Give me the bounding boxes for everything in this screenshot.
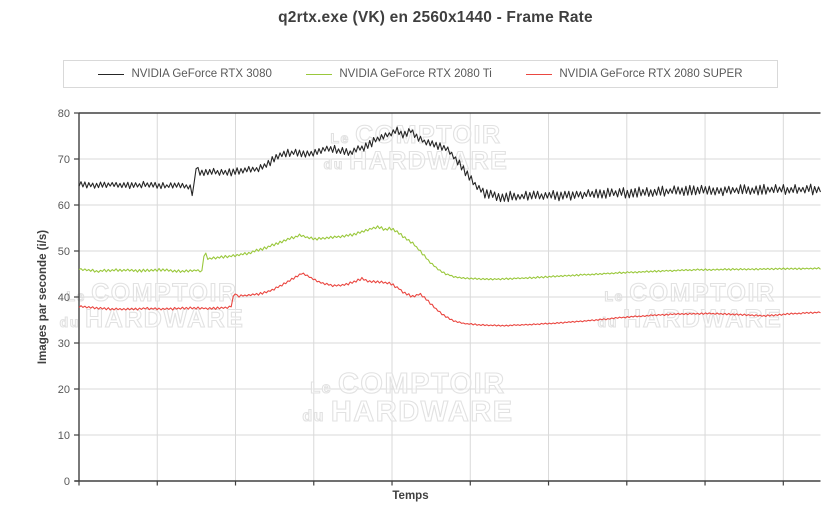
legend-line-swatch-rtx-2080super <box>526 73 553 75</box>
y-tick-label: 30 <box>58 338 70 350</box>
legend-label-rtx-2080ti: NVIDIA GeForce RTX 2080 Ti <box>339 68 492 80</box>
series-line-nvidia-geforce-rtx-2080-ti <box>78 225 821 281</box>
legend: NVIDIA GeForce RTX 3080 NVIDIA GeForce R… <box>63 60 778 88</box>
watermark-text: Le COMPTOIR <box>67 279 238 307</box>
watermark-text: Le COMPTOIR <box>331 121 502 149</box>
legend-item-rtx-2080super: NVIDIA GeForce RTX 2080 SUPER <box>526 68 743 80</box>
watermark-text: du HARDWARE <box>324 147 509 175</box>
chart-title: q2rtx.exe (VK) en 2560x1440 - Frame Rate <box>278 9 593 26</box>
legend-label-rtx-3080: NVIDIA GeForce RTX 3080 <box>131 68 272 80</box>
y-tick-label: 80 <box>58 108 70 120</box>
y-tick-label: 10 <box>58 430 70 442</box>
watermark-text: du HARDWARE <box>60 305 245 333</box>
y-tick-label: 70 <box>58 154 70 166</box>
watermark-text: du HARDWARE <box>302 396 513 428</box>
legend-line-swatch-rtx-3080 <box>98 73 125 75</box>
watermark-text: Le COMPTOIR <box>605 279 776 307</box>
legend-line-swatch-rtx-2080ti <box>306 73 333 75</box>
legend-item-rtx-3080: NVIDIA GeForce RTX 3080 <box>98 68 272 80</box>
y-tick-label: 0 <box>64 476 70 488</box>
y-tick-label: 20 <box>58 384 70 396</box>
x-axis-title: Temps <box>392 490 429 502</box>
legend-item-rtx-2080ti: NVIDIA GeForce RTX 2080 Ti <box>306 68 492 80</box>
y-tick-label: 40 <box>58 292 70 304</box>
legend-label-rtx-2080super: NVIDIA GeForce RTX 2080 SUPER <box>559 68 743 80</box>
series-line-nvidia-geforce-rtx-3080 <box>78 126 821 203</box>
series-line-nvidia-geforce-rtx-2080-super <box>78 272 821 327</box>
y-tick-label: 50 <box>58 246 70 258</box>
watermark-text: Le COMPTOIR <box>310 368 505 400</box>
watermark-text: du HARDWARE <box>598 305 783 333</box>
y-tick-label: 60 <box>58 200 70 212</box>
